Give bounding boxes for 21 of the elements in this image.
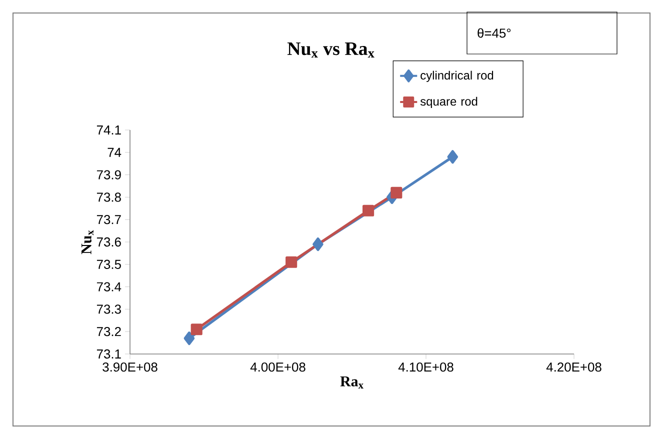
legend-label: cylindrical rod [420,70,494,82]
y-tick-label: 73.1 [96,349,121,359]
y-tick-label: 73.9 [96,170,121,180]
x-tick-label: 4.20E+08 [546,362,602,372]
x-tick-label: 3.90E+08 [102,362,158,372]
y-tick-label: 74.1 [96,126,121,134]
y-tick-label: 73.8 [96,192,121,202]
y-tick-label: 73.6 [96,237,121,247]
y-tick-label: 73.3 [96,304,121,314]
legend-label: square rod [420,96,478,108]
y-tick-label: 73.2 [96,326,121,336]
x-tick-label: 4.00E+08 [250,362,306,372]
y-tick-label: 73.4 [96,282,122,292]
y-tick-label: 74 [108,148,122,157]
y-axis-title: Nu$_{x}$ [82,230,94,254]
y-tick-label: 73.7 [96,214,121,224]
chart-title: Nu$_{x}$ vs Ra$_{x}$ [287,42,374,58]
x-tick-label: 4.10E+08 [398,362,454,372]
text: θ=45° [478,28,511,38]
x-axis-title: Ra$_{x}$ [340,376,364,388]
y-tick-label: 73.5 [96,260,121,269]
